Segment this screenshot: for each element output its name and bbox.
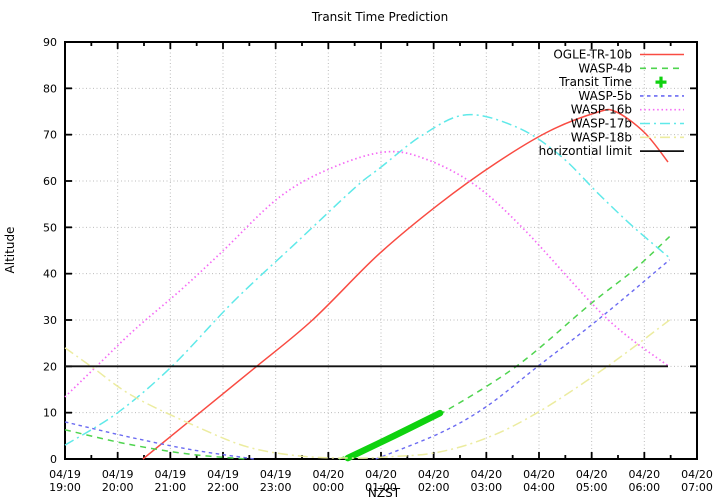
legend-label: Transit Time	[558, 75, 632, 89]
y-tick-label: 20	[43, 360, 57, 373]
x-tick-label-date: 04/20	[523, 468, 555, 481]
series-transit-time	[344, 409, 444, 462]
x-tick-label-time: 19:00	[49, 481, 81, 494]
x-tick-label-date: 04/19	[49, 468, 81, 481]
x-tick-label-date: 04/19	[102, 468, 134, 481]
legend-label: WASP-5b	[578, 89, 632, 103]
series-wasp-5b	[375, 259, 671, 460]
x-tick-label-time: 05:00	[576, 481, 608, 494]
x-tick-label-time: 04:00	[523, 481, 555, 494]
series-ogle-tr-10b	[142, 108, 669, 460]
x-tick-label-date: 04/19	[260, 468, 292, 481]
y-tick-label: 10	[43, 407, 57, 420]
x-tick-label-date: 04/20	[576, 468, 608, 481]
y-tick-label: 40	[43, 268, 57, 281]
x-tick-label-date: 04/20	[418, 468, 450, 481]
x-tick-label-time: 23:00	[260, 481, 292, 494]
plot-border	[64, 41, 698, 460]
x-tick-label-date: 04/20	[470, 468, 502, 481]
x-tick-label-time: 07:00	[681, 481, 713, 494]
series-wasp-16b	[64, 150, 669, 398]
y-tick-label: 30	[43, 314, 57, 327]
y-axis-title: Altitude	[3, 227, 17, 274]
x-tick-label-time: 06:00	[628, 481, 660, 494]
y-tick-label: 70	[43, 129, 57, 142]
x-tick-label-date: 04/20	[681, 468, 713, 481]
series-wasp-5b	[64, 421, 255, 460]
x-tick-label-time: 02:00	[418, 481, 450, 494]
legend-label: WASP-17b	[571, 117, 632, 131]
chart-title: Transit Time Prediction	[311, 10, 448, 24]
legend-label: horizontial limit	[539, 144, 633, 158]
x-axis-title: NZST	[368, 486, 401, 500]
x-tick-label-time: 20:00	[102, 481, 134, 494]
x-tick-label-date: 04/20	[628, 468, 660, 481]
x-tick-label-date: 04/20	[312, 468, 344, 481]
y-tick-label: 50	[43, 221, 57, 234]
x-tick-label-time: 01:00	[365, 481, 397, 494]
x-tick-label-time: 03:00	[470, 481, 502, 494]
x-tick-label-time: 22:00	[207, 481, 239, 494]
x-tick-label-date: 04/20	[365, 468, 397, 481]
series-wasp-18b	[64, 319, 671, 459]
series-wasp-4b	[338, 236, 671, 460]
legend-label: OGLE-TR-10b	[553, 48, 632, 62]
series-wasp-17b	[64, 113, 671, 446]
x-tick-label-date: 04/19	[154, 468, 186, 481]
legend-label: WASP-4b	[578, 61, 632, 75]
y-tick-label: 0	[50, 453, 57, 466]
x-tick-label-time: 21:00	[154, 481, 186, 494]
y-tick-label: 80	[43, 82, 57, 95]
y-tick-label: 90	[43, 36, 57, 49]
y-tick-label: 60	[43, 175, 57, 188]
legend-label: WASP-18b	[571, 130, 632, 144]
legend-label: WASP-16b	[571, 103, 632, 117]
x-tick-label-date: 04/19	[207, 468, 239, 481]
series-wasp-4b	[64, 429, 247, 460]
x-tick-label-time: 00:00	[312, 481, 344, 494]
legend-plus-marker	[655, 76, 667, 88]
